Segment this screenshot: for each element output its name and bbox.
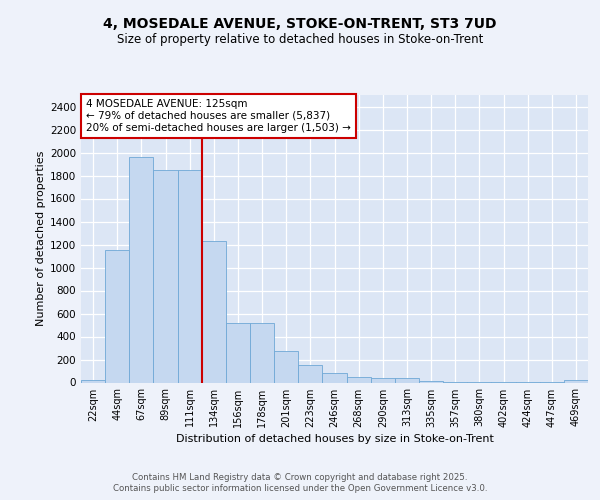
Text: Size of property relative to detached houses in Stoke-on-Trent: Size of property relative to detached ho… [117,32,483,46]
Bar [178,170,202,382]
Bar [250,322,274,382]
X-axis label: Distribution of detached houses by size in Stoke-on-Trent: Distribution of detached houses by size … [176,434,493,444]
Bar [347,378,371,382]
Bar [564,380,588,382]
Bar [226,322,250,382]
Bar [105,250,129,382]
Bar [322,372,347,382]
Bar [129,157,154,382]
Text: Contains HM Land Registry data © Crown copyright and database right 2025.: Contains HM Land Registry data © Crown c… [132,472,468,482]
Text: Contains public sector information licensed under the Open Government Licence v3: Contains public sector information licen… [113,484,487,493]
Bar [154,170,178,382]
Bar [274,352,298,382]
Bar [298,364,322,382]
Bar [81,380,105,382]
Y-axis label: Number of detached properties: Number of detached properties [36,151,46,326]
Bar [395,378,419,382]
Bar [371,378,395,382]
Bar [202,241,226,382]
Text: 4, MOSEDALE AVENUE, STOKE-ON-TRENT, ST3 7UD: 4, MOSEDALE AVENUE, STOKE-ON-TRENT, ST3 … [103,18,497,32]
Text: 4 MOSEDALE AVENUE: 125sqm
← 79% of detached houses are smaller (5,837)
20% of se: 4 MOSEDALE AVENUE: 125sqm ← 79% of detac… [86,100,351,132]
